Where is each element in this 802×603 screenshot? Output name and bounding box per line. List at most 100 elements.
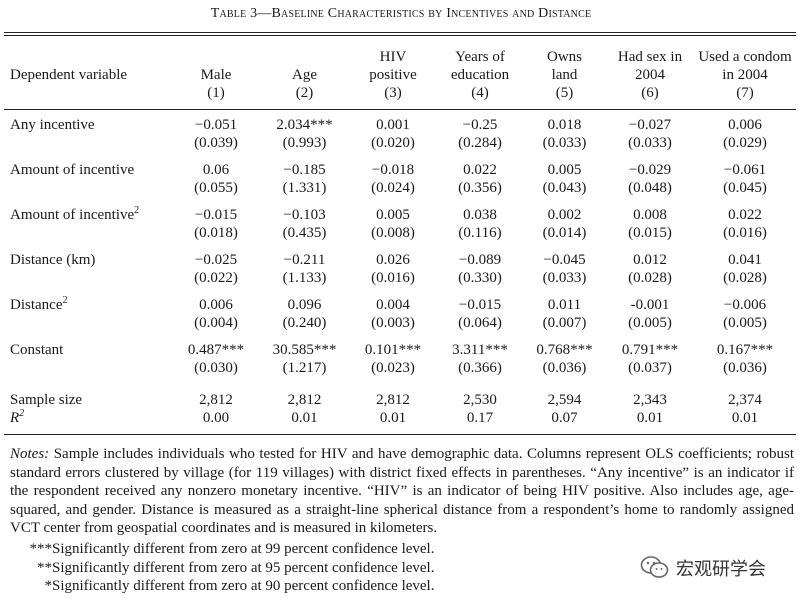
- coefficient-row: Amount of incentive 0.06 (0.055) −0.185 (1.3…: [4, 161, 796, 206]
- standard-error: (0.018): [194, 225, 238, 241]
- cell: −0.211 (1.133): [260, 251, 349, 296]
- standard-error: (0.030): [194, 360, 238, 376]
- column-header-line: in 2004: [722, 67, 768, 83]
- cell: 0.004 (0.003): [349, 296, 437, 341]
- coefficient: 0.487***: [187, 342, 245, 358]
- coefficient: −0.061: [723, 162, 767, 178]
- coefficient-row: Any incentive −0.051 (0.039) 2.034*** (0.993…: [4, 110, 796, 162]
- cell: −0.061 (0.045): [694, 161, 796, 206]
- cell: 0.06 (0.055): [172, 161, 260, 206]
- column-header-line: Age: [292, 67, 317, 83]
- coefficient: 0.791***: [621, 342, 679, 358]
- row-stub: Distance2: [4, 296, 172, 341]
- coefficient: 0.006: [199, 297, 233, 313]
- significance-line: *Significantly different from zero at 90…: [0, 577, 435, 596]
- standard-error: (0.029): [723, 135, 767, 151]
- coefficient: 0.008: [633, 207, 667, 223]
- coefficient: 0.006: [728, 117, 762, 133]
- standard-error: (0.240): [282, 315, 327, 331]
- coefficient: −0.027: [628, 117, 672, 133]
- coefficient: 0.041: [728, 252, 762, 268]
- cell: −0.103 (0.435): [260, 206, 349, 251]
- standard-error: (0.116): [458, 225, 502, 241]
- summary-value: 0.01: [694, 409, 796, 435]
- standard-error: (0.045): [723, 180, 767, 196]
- column-number: (1): [207, 85, 225, 101]
- column-number: (5): [555, 85, 574, 101]
- summary-value: 0.01: [260, 409, 349, 435]
- coefficient: −0.015: [194, 207, 238, 223]
- coefficient: 0.001: [376, 117, 410, 133]
- coefficient: 0.06: [202, 162, 230, 178]
- coefficient: −0.018: [371, 162, 415, 178]
- standard-error: (0.028): [628, 270, 672, 286]
- column-header-line: Male: [200, 67, 232, 83]
- summary-value: 2,812: [199, 392, 233, 408]
- standard-error: (0.048): [628, 180, 672, 196]
- cell: 0.008 (0.015): [606, 206, 694, 251]
- standard-error: (0.004): [194, 315, 238, 331]
- notes-text: Sample includes individuals who tested f…: [10, 446, 794, 537]
- coefficient: -0.001: [630, 297, 670, 313]
- column-number: (4): [471, 85, 489, 101]
- summary-value: 2,812: [376, 392, 410, 408]
- coefficient-row: Constant 0.487*** (0.030) 30.585*** (1.217) 0…: [4, 341, 796, 386]
- coefficient: −0.211: [283, 252, 326, 268]
- standard-error: (0.036): [542, 360, 587, 376]
- row-label: R: [10, 410, 20, 426]
- standard-error: (0.039): [194, 135, 238, 151]
- row-stub: Sample size: [4, 386, 172, 409]
- standard-error: (0.284): [458, 135, 502, 151]
- cell: −0.006 (0.005): [694, 296, 796, 341]
- row-stub: Amount of incentive2: [4, 206, 172, 251]
- coefficient: 0.101***: [364, 342, 422, 358]
- cell: −0.185 (1.331): [260, 161, 349, 206]
- summary-value: 0.01: [606, 409, 694, 435]
- significance-notes: ***Significantly different from zero at …: [0, 540, 435, 596]
- coefficient-row: Amount of incentive2 −0.015 (0.018) −0.103 (…: [4, 206, 796, 251]
- row-label-superscript: 2: [134, 205, 140, 216]
- row-stub: R2: [4, 409, 172, 435]
- summary-value: 0.01: [349, 409, 437, 435]
- standard-error: (0.007): [542, 315, 587, 331]
- cell: −0.051 (0.039): [172, 110, 260, 162]
- row-stub: Constant: [4, 341, 172, 386]
- column-number: (2): [295, 85, 314, 101]
- table-title: Table 3—Baseline Characteristics by Ince…: [210, 6, 592, 21]
- significance-text: Significantly different from zero at 99 …: [52, 541, 435, 557]
- standard-error: (0.022): [194, 270, 238, 286]
- cell: 0.041 (0.028): [694, 251, 796, 296]
- row-stub: Any incentive: [4, 110, 172, 162]
- column-header-line: education: [450, 67, 510, 83]
- coefficient: 0.005: [547, 162, 582, 178]
- cell: 0.026 (0.016): [349, 251, 437, 296]
- summary-value: 0.17: [437, 409, 523, 435]
- significance-line: **Significantly different from zero at 9…: [0, 559, 434, 578]
- cell: −0.025 (0.022): [172, 251, 260, 296]
- cell: 0.006 (0.004): [172, 296, 260, 341]
- summary-value: 2,374: [728, 392, 762, 408]
- standard-error: (0.036): [723, 360, 767, 376]
- cell: 0.006 (0.029): [694, 110, 796, 162]
- cell: −0.015 (0.018): [172, 206, 260, 251]
- summary-value: 2,530: [463, 392, 497, 408]
- significance-stars: ***: [29, 541, 53, 557]
- column-number: (3): [384, 85, 402, 101]
- standard-error: (0.330): [458, 270, 502, 286]
- standard-error: (0.033): [542, 135, 587, 151]
- standard-error: (0.366): [458, 360, 502, 376]
- cell: 0.012 (0.028): [606, 251, 694, 296]
- column-header: Age (2): [260, 34, 349, 110]
- summary-value: 0.00: [172, 409, 260, 435]
- significance-text: Significantly different from zero at 90 …: [52, 578, 435, 594]
- summary-row: R2 0.00 0.01 0.01 0.17 0.07 0.01 0.01: [4, 409, 796, 435]
- standard-error: (1.217): [282, 360, 327, 376]
- watermark: 宏观研学会: [640, 553, 766, 583]
- coefficient: 0.018: [547, 117, 582, 133]
- standard-error: (0.008): [371, 225, 415, 241]
- row-label: Constant: [10, 342, 64, 358]
- column-header-line: Had sex in: [617, 49, 683, 65]
- cell: 0.002 (0.014): [523, 206, 606, 251]
- standard-error: (0.005): [723, 315, 767, 331]
- column-header: Male (1): [172, 34, 260, 110]
